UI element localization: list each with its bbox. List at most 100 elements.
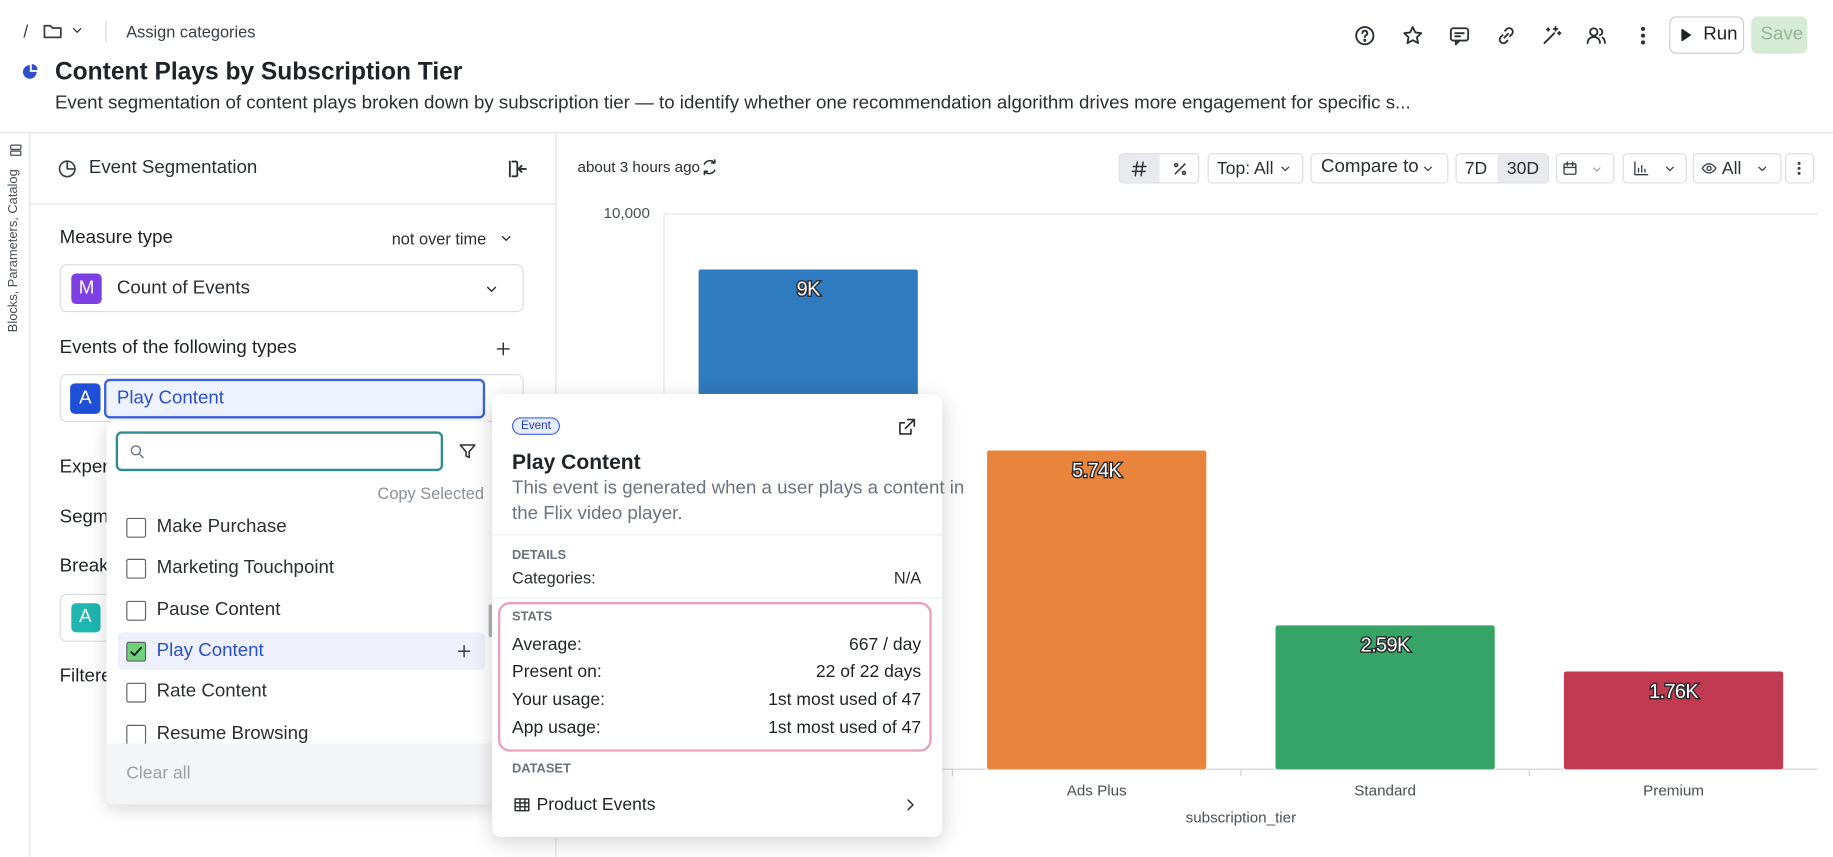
add-event-button[interactable] [494,340,512,358]
icon-part [513,797,529,811]
icon-part [1665,166,1674,171]
favorite-button[interactable] [1401,24,1423,46]
folder-icon[interactable] [42,20,63,41]
icon-part [1797,161,1801,165]
item-label[interactable]: Pause Content [156,599,281,620]
icon-part [1354,25,1374,45]
popover-description: This event is generated when a user play… [512,478,965,498]
detail-value: N/A [893,568,922,587]
save-button[interactable] [1751,16,1808,54]
item-label[interactable]: Resume Browsing [156,723,309,743]
stat-label: Your usage: [512,689,605,710]
icon-part [22,64,37,79]
icon-part [65,159,76,170]
dataset-chevron[interactable] [901,796,919,814]
breadcrumb-link[interactable]: Assign categories [126,22,256,41]
icon-part [496,341,510,355]
format-percent-icon [1171,160,1189,178]
measure-mode[interactable]: not over time [391,229,487,248]
item-checkbox[interactable] [126,682,147,703]
event-badge [70,383,101,414]
event-badge-label: A [79,388,92,408]
item-label[interactable]: Make Purchase [156,516,287,537]
item-checkbox[interactable] [126,641,147,662]
x-tick-label: Ads Plus [1067,782,1127,799]
item-check [127,643,145,661]
icon-part [22,63,38,79]
event-input[interactable] [104,378,486,419]
refresh-button[interactable] [700,158,719,177]
item-label[interactable]: Marketing Touchpoint [156,557,335,578]
item-label[interactable]: Play Content [156,640,264,661]
sidebar-icon[interactable] [8,142,23,157]
measure-value: Count of Events [116,278,250,299]
icon-part [898,418,915,435]
y-tick-label: 10,000 [604,205,650,222]
icon-part [1593,167,1601,172]
icon-part [703,159,716,176]
icon-part [1797,161,1801,175]
save-label: Save [1760,24,1804,45]
calendar-select[interactable] [1555,153,1615,184]
icon-part [1354,25,1374,45]
share-button[interactable] [1585,24,1607,46]
icon-part [1701,163,1717,174]
link-button[interactable] [1495,24,1517,46]
filter-button[interactable] [458,442,477,461]
icon-part [1640,26,1645,31]
dataset-name[interactable]: Product Events [536,794,656,815]
item-label[interactable]: Rate Content [156,681,267,702]
measure-select[interactable] [59,264,524,313]
icon-part [898,418,915,435]
icon-part [1665,166,1674,171]
icon-part [1640,33,1645,38]
bar-value-label: 9K [797,279,821,301]
panel-header-border [30,203,556,205]
icon-part [1453,31,1465,45]
more-button[interactable] [1631,24,1653,46]
icon-part [1757,166,1766,171]
open-external[interactable] [896,417,916,437]
icon-part [1402,25,1422,44]
top-select[interactable] [1207,153,1304,184]
header-border [0,132,1833,134]
clear-all[interactable]: Clear all [126,762,191,783]
chart-type-chevron [1662,161,1677,176]
run-icon [1678,27,1694,43]
search-input[interactable] [115,431,444,472]
visibility-label: All [1721,158,1742,179]
item-checkbox[interactable] [126,559,147,580]
panel-icon [57,158,77,178]
report-title: Content Plays by Subscription Tier [54,57,463,85]
icon-part [1360,29,1368,38]
item-add[interactable] [456,643,472,659]
icon-part [906,798,914,810]
icon-part [1449,26,1469,45]
copy-selected[interactable]: Copy Selected [377,483,484,503]
folder-chevron[interactable] [69,22,85,38]
icon-part [1423,166,1432,171]
comment-button[interactable] [1448,24,1470,46]
stat-value: 22 of 22 days [815,661,922,682]
icon-part [1640,39,1645,44]
range-7d: 7D [1464,158,1488,179]
icon-part [43,24,62,39]
collapse-button[interactable] [506,157,528,179]
event-popover: Event Play Content This event is generated… [492,393,964,838]
events-label: Events of the following types [59,337,297,358]
chart-more-icon [1791,160,1807,176]
icon-part [459,444,476,459]
item-checkbox[interactable] [126,517,147,538]
icon-part [1563,161,1577,175]
icon-part [1280,166,1289,171]
item-checkbox[interactable] [126,600,147,621]
icon-part [457,644,471,658]
chart-type-select[interactable] [1622,153,1687,184]
magic-button[interactable] [1540,24,1562,46]
section-label: Breake [59,556,119,577]
item-checkbox[interactable] [126,724,147,745]
popover-divider [492,534,943,536]
help-button[interactable] [1353,24,1375,46]
icon-part [1563,161,1577,169]
icon-part [31,63,38,70]
